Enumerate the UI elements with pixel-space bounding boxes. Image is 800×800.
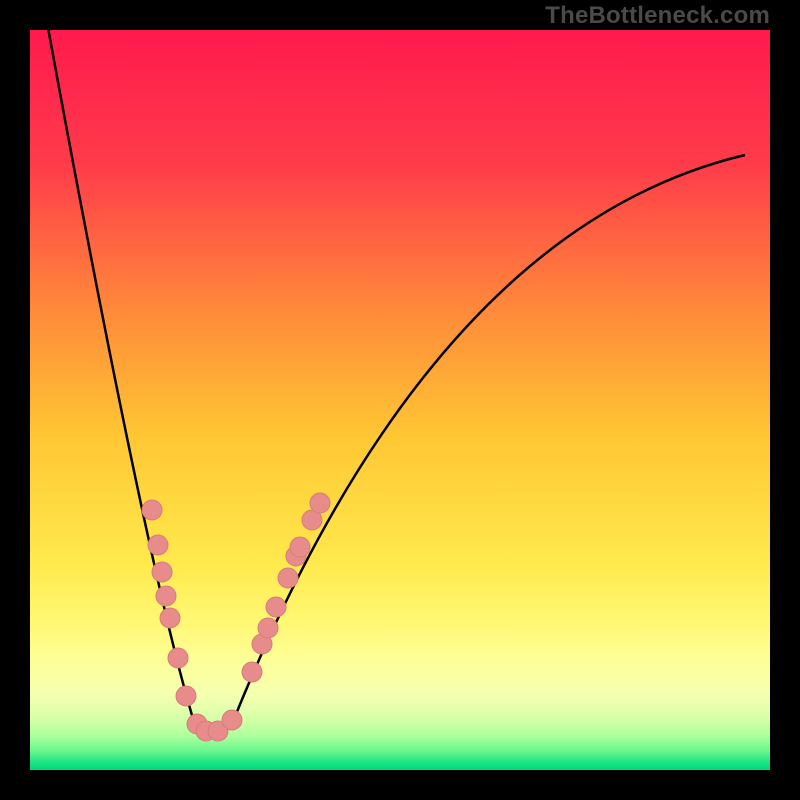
data-marker: [290, 537, 310, 557]
data-marker: [310, 493, 330, 513]
data-marker: [160, 608, 180, 628]
data-marker: [266, 597, 286, 617]
data-marker: [222, 710, 242, 730]
data-marker: [278, 568, 298, 588]
data-marker: [242, 662, 262, 682]
chart-svg: [0, 0, 800, 800]
data-marker: [176, 686, 196, 706]
data-marker: [156, 586, 176, 606]
data-marker: [258, 618, 278, 638]
data-marker: [152, 562, 172, 582]
watermark-text: TheBottleneck.com: [545, 2, 770, 30]
plot-background: [30, 30, 770, 770]
data-marker: [148, 535, 168, 555]
data-marker: [168, 648, 188, 668]
data-marker: [142, 500, 162, 520]
chart-frame: TheBottleneck.com: [0, 0, 800, 800]
